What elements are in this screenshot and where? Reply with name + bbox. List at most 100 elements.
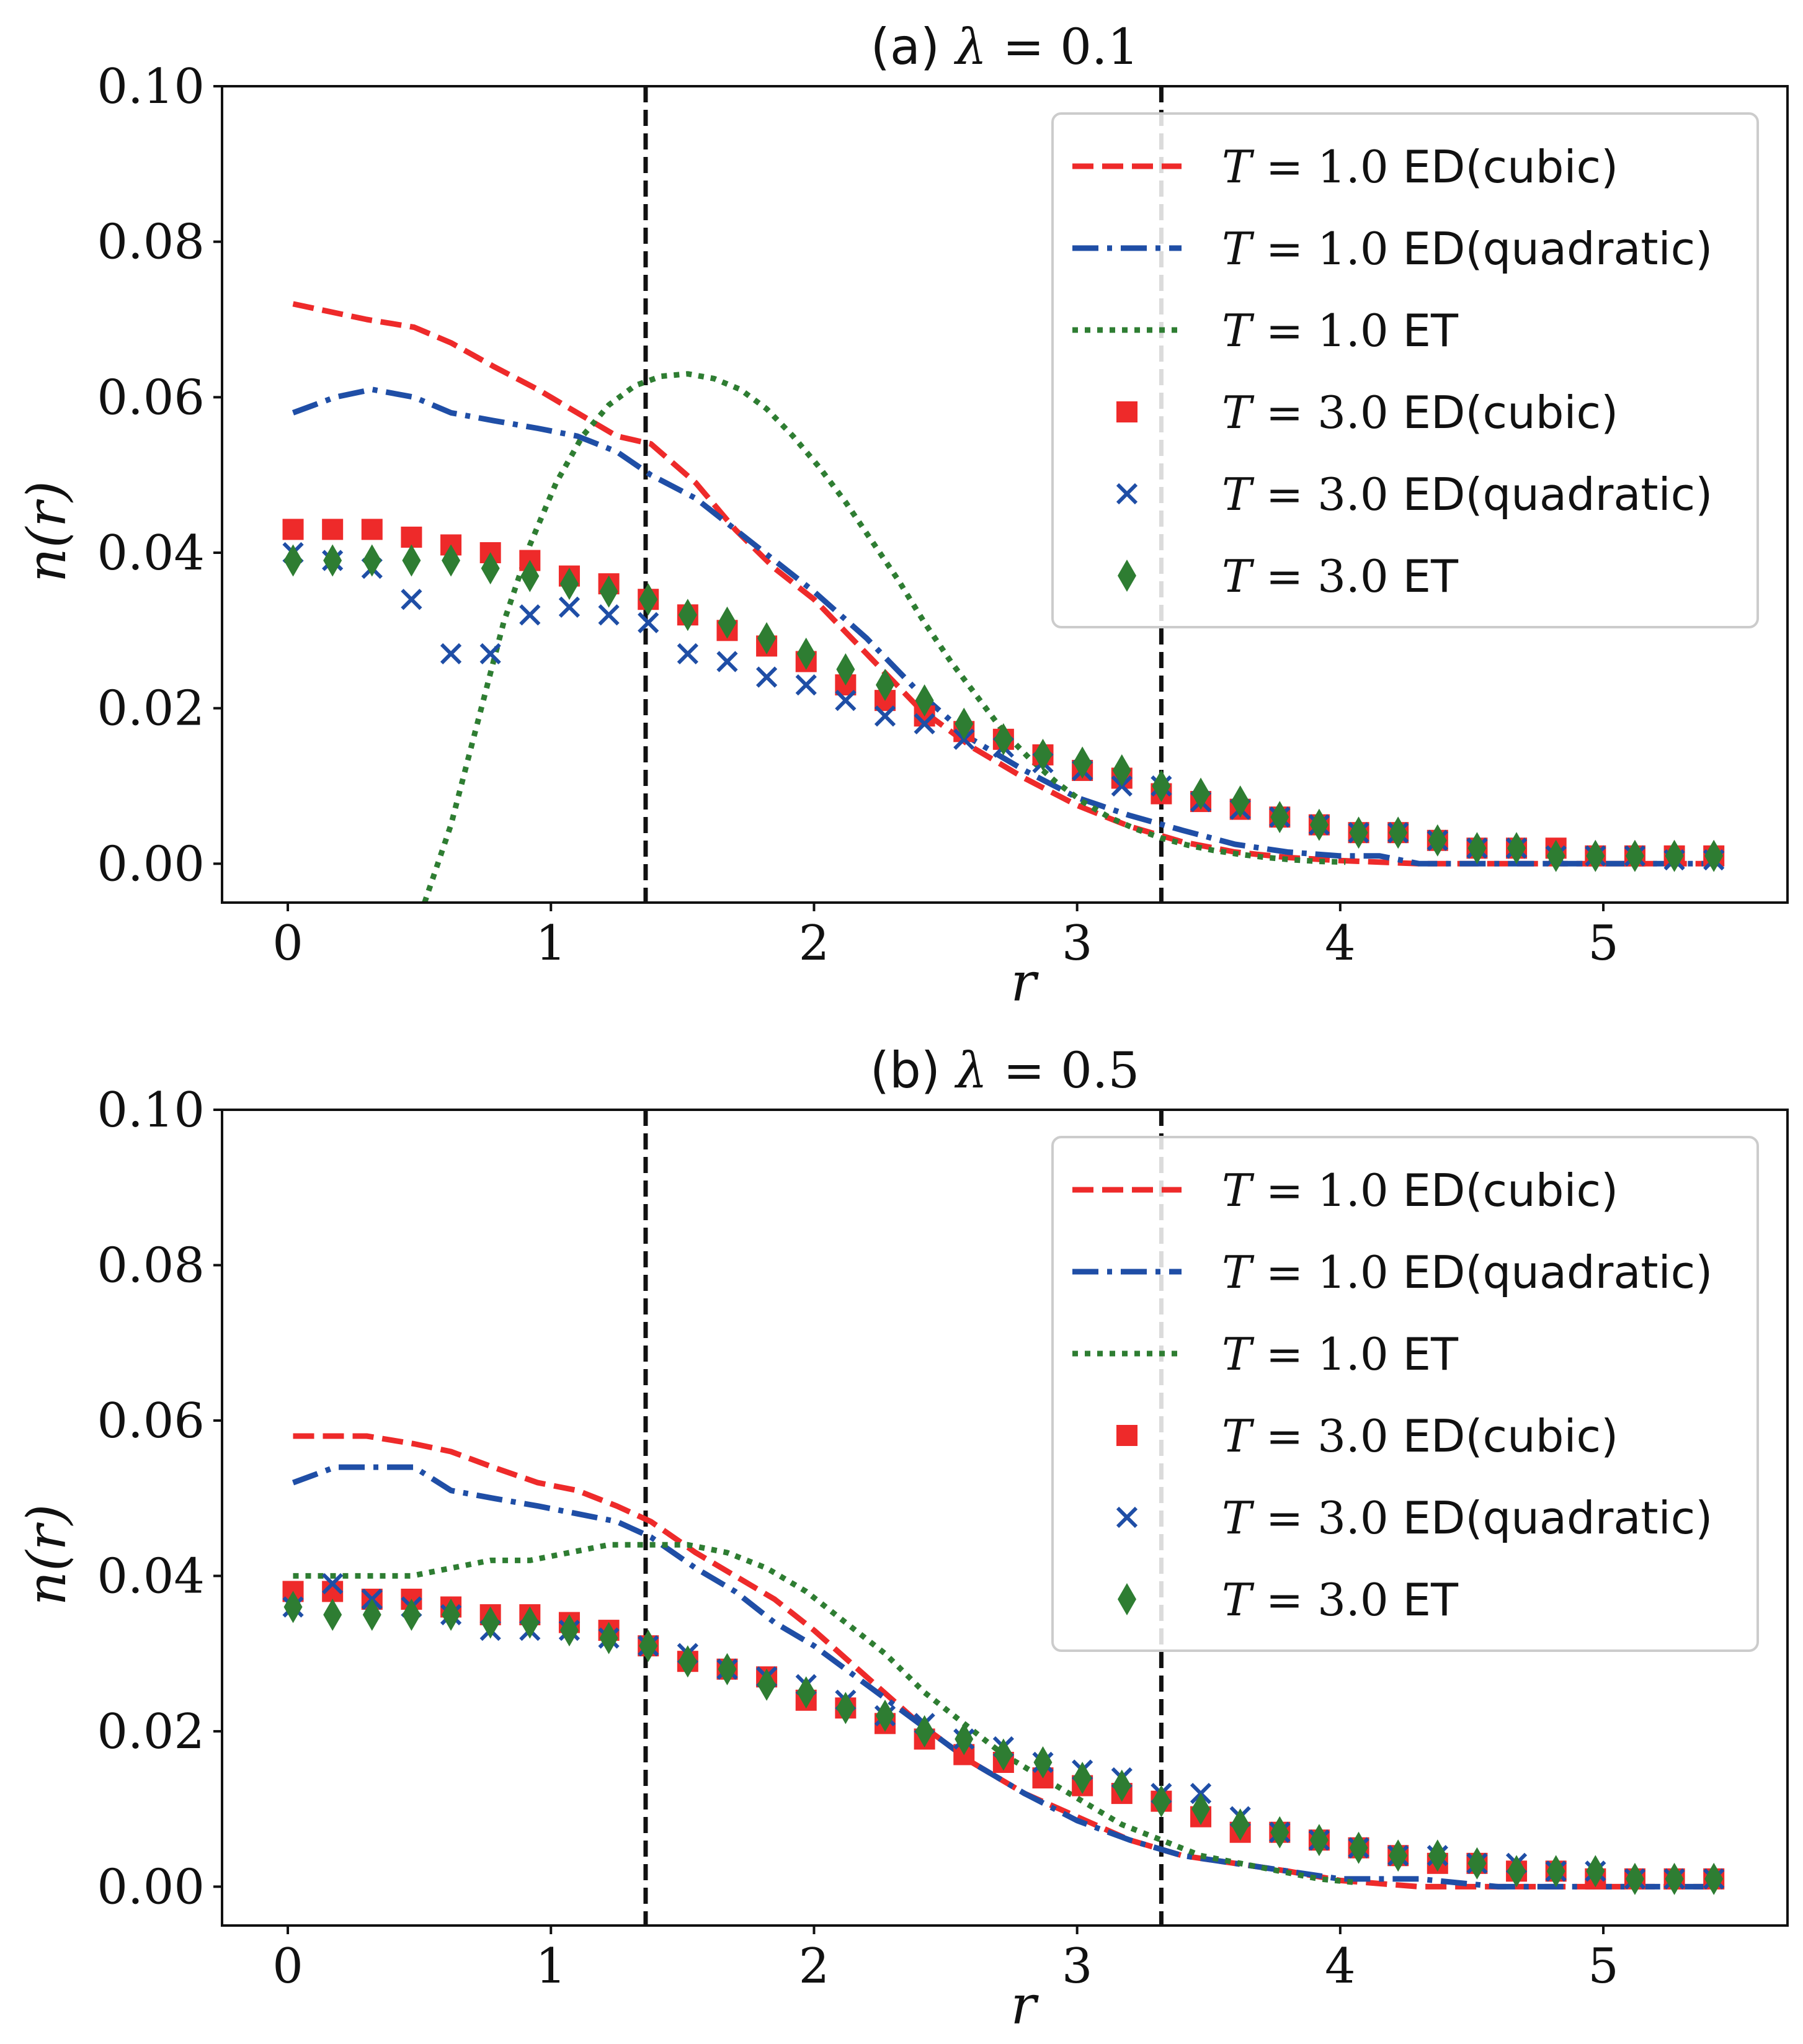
legend-label-temp: 3.0 (1317, 1492, 1389, 1544)
chart-title: (b) λ = 0.5 (870, 1042, 1139, 1099)
data-point-diamond (1231, 785, 1250, 818)
data-point-diamond (283, 1591, 303, 1623)
legend-label-T: T = (1222, 468, 1317, 520)
legend-cross-swatch (1116, 1506, 1138, 1529)
series-dashdot-blue (292, 1464, 1709, 1890)
legend-label-method: ET (1389, 1328, 1459, 1380)
data-point-cross (558, 596, 581, 618)
legend-label-method: ED(cubic) (1389, 1164, 1619, 1216)
series-dotted-green (422, 371, 1346, 903)
data-point-diamond (283, 544, 303, 577)
data-point-diamond (599, 575, 618, 608)
legend-label-T: T = (1222, 1410, 1317, 1462)
legend-label-T: T = (1222, 1492, 1317, 1544)
series-dashed-red (293, 1433, 1709, 1890)
data-point-square (361, 519, 383, 540)
legend-label-method: ED(quadratic) (1389, 1492, 1713, 1544)
legend-label-temp: 1.0 (1317, 1328, 1389, 1380)
series-line (293, 1433, 1709, 1890)
data-point-diamond (1546, 1855, 1565, 1888)
data-point-diamond (1073, 746, 1092, 779)
data-point-diamond (1231, 1808, 1250, 1841)
y-tick-label: 0.06 (97, 370, 205, 426)
data-point-diamond (955, 1723, 974, 1756)
legend-label: T = 1.0 ED(cubic) (1222, 1164, 1618, 1216)
data-point-diamond (1389, 816, 1408, 849)
title-space (940, 1042, 956, 1099)
legend-label-method: ED(quadratic) (1389, 1246, 1713, 1298)
legend-item: T = 3.0 ET (1118, 550, 1459, 602)
legend-item: T = 3.0 ED(quadratic) (1116, 468, 1712, 520)
legend-item: T = 1.0 ED(quadratic) (1072, 223, 1712, 275)
legend-label: T = 1.0 ET (1222, 305, 1459, 357)
panel-b: (b) λ = 0.5 0 1 2 3 4 5 0.00 0.02 0.04 0.06 0.08 0.1… (16, 1042, 1789, 2037)
series-dashdot-blue (292, 386, 1709, 867)
data-point-diamond (915, 1715, 934, 1747)
title-value: 0.1 (1060, 18, 1139, 76)
data-point-diamond (1586, 839, 1605, 872)
legend-box (1051, 1136, 1759, 1652)
y-tick-label: 0.06 (97, 1393, 205, 1449)
x-tick-label: 5 (1588, 916, 1619, 971)
x-tick-label: 4 (1325, 1939, 1356, 1994)
x-tick-label: 2 (799, 1939, 830, 1994)
data-point-cross (479, 643, 501, 665)
data-point-diamond (1428, 1839, 1447, 1872)
data-point-cross (677, 643, 698, 665)
title-lambda: λ = (954, 1042, 1061, 1099)
y-tick-label: 0.10 (97, 1082, 205, 1138)
legend-item: T = 1.0 ED(cubic) (1072, 141, 1618, 193)
data-point-diamond (796, 1676, 816, 1709)
data-point-diamond (915, 684, 934, 717)
y-tick-label: 0.00 (97, 836, 205, 892)
chart-title: (a) λ = 0.1 (871, 18, 1139, 76)
legend-label-T: T = (1222, 305, 1317, 357)
x-tick-label: 3 (1062, 1939, 1093, 1994)
data-point-diamond (559, 568, 579, 600)
y-tick-label: 0.04 (97, 525, 205, 581)
data-point-diamond (836, 1692, 855, 1725)
data-point-diamond (1467, 832, 1487, 865)
data-point-cross (914, 713, 935, 734)
y-tick-label: 0.02 (97, 1704, 205, 1760)
data-point-diamond (1428, 824, 1447, 857)
data-point-diamond (481, 1606, 500, 1639)
legend: T = 1.0 ED(cubic) T = 1.0 ED(quadratic) T … (1051, 112, 1759, 628)
data-point-diamond (1033, 738, 1053, 771)
data-point-diamond (1152, 770, 1171, 802)
data-point-diamond (1033, 1746, 1053, 1778)
data-point-diamond (323, 544, 342, 577)
x-tick-label: 0 (272, 1939, 303, 1994)
data-point-diamond (1467, 1847, 1487, 1880)
data-point-diamond (639, 583, 658, 616)
data-point-diamond (1309, 808, 1329, 841)
data-point-cross (322, 1573, 344, 1595)
legend-item: T = 3.0 ED(quadratic) (1116, 1492, 1713, 1544)
data-point-diamond (362, 544, 381, 577)
title-lambda: λ = (954, 18, 1061, 76)
legend-label-temp: 3.0 (1317, 468, 1389, 520)
title-value: 0.5 (1061, 1042, 1139, 1099)
y-tick-label: 0.10 (97, 59, 205, 115)
legend-label: T = 3.0 ED(cubic) (1222, 1410, 1618, 1462)
data-point-diamond (481, 552, 500, 585)
x-axis-label: r (1010, 1975, 1039, 2037)
legend-label-temp: 3.0 (1317, 1574, 1389, 1626)
data-point-square (282, 519, 304, 540)
data-point-diamond (520, 560, 540, 592)
data-point-diamond (796, 637, 816, 670)
legend-item: T = 1.0 ET (1072, 305, 1459, 357)
legend-label: T = 3.0 ED(cubic) (1222, 386, 1618, 439)
data-point-diamond (678, 1645, 697, 1678)
data-point-diamond (1704, 1862, 1724, 1895)
data-point-diamond (362, 1599, 381, 1631)
data-point-cross (795, 674, 817, 696)
data-point-diamond (1625, 1862, 1644, 1895)
plot-area (282, 86, 1725, 903)
axes-frame (221, 1109, 1789, 1927)
data-point-diamond (559, 1614, 579, 1647)
data-point-diamond (994, 1738, 1013, 1771)
series-diamond-green (283, 1591, 1724, 1895)
y-tick-label: 0.04 (97, 1548, 205, 1604)
